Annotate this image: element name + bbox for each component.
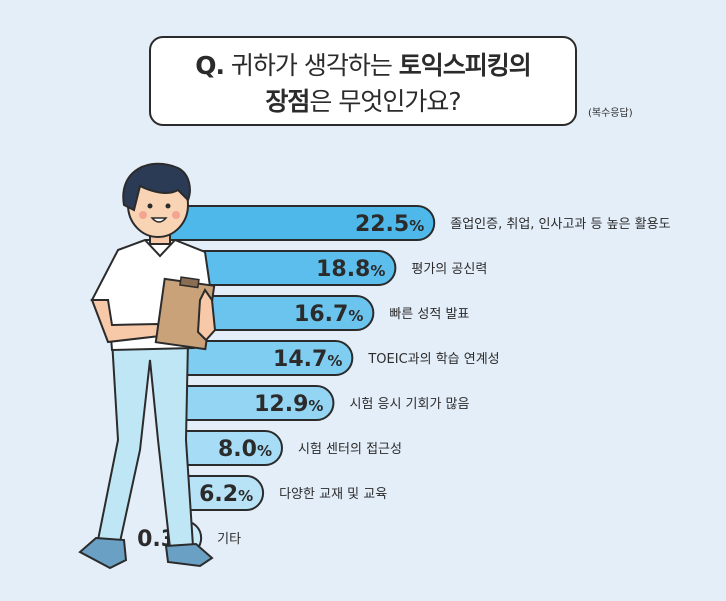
title-line-1: Q. 귀하가 생각하는 토익스피킹의 xyxy=(151,46,575,82)
person-left-shoe xyxy=(78,536,128,570)
value-label-1: 22.5% xyxy=(355,212,424,237)
title-line2-plain: 은 무엇인가요? xyxy=(309,87,461,116)
bar-1 xyxy=(167,205,436,241)
bar-6 xyxy=(167,430,283,466)
person-right-arm xyxy=(196,288,217,342)
bar-4 xyxy=(167,340,354,376)
title-line-2: 장점은 무엇인가요? xyxy=(151,82,575,118)
value-label-5: 12.9% xyxy=(254,392,323,417)
bar-7 xyxy=(167,475,265,511)
multiple-response-note: (복수응답) xyxy=(588,108,633,119)
category-label-4: TOEIC과의 학습 연계성 xyxy=(367,352,499,367)
person-eye-left xyxy=(147,203,153,209)
question-mark-label: Q. xyxy=(195,51,225,80)
bar-5 xyxy=(167,385,335,421)
person-legs xyxy=(96,339,195,550)
title-line1-bold: 토익스피킹의 xyxy=(398,51,532,80)
person-hair xyxy=(122,162,191,212)
value-label-4: 14.7% xyxy=(273,347,342,372)
value-label-3: 16.7% xyxy=(294,302,363,327)
person-mouth xyxy=(150,217,168,223)
title-box: Q. 귀하가 생각하는 토익스피킹의 장점은 무엇인가요? xyxy=(149,36,577,126)
category-label-3: 빠른 성적 발표 xyxy=(389,307,469,322)
category-label-5: 시험 응시 기회가 많음 xyxy=(349,397,469,412)
value-label-6: 8.0% xyxy=(218,437,272,462)
title-line1-plain: 귀하가 생각하는 xyxy=(223,51,399,80)
bar-3 xyxy=(167,295,375,331)
category-label-7: 다양한 교재 및 교육 xyxy=(279,487,387,502)
person-right-shoe xyxy=(164,542,214,568)
person-eye-right xyxy=(165,203,171,209)
category-label-1: 졸업인증, 취업, 인사고과 등 높은 활용도 xyxy=(450,217,670,232)
bar-2 xyxy=(167,250,397,286)
category-label-8: 기타 xyxy=(217,532,241,547)
title-line2-bold: 장점 xyxy=(265,87,310,116)
category-label-2: 평가의 공신력 xyxy=(411,262,487,277)
value-label-2: 18.8% xyxy=(316,257,385,282)
category-label-6: 시험 센터의 접근성 xyxy=(298,442,402,457)
value-label-7: 6.2% xyxy=(199,482,253,507)
